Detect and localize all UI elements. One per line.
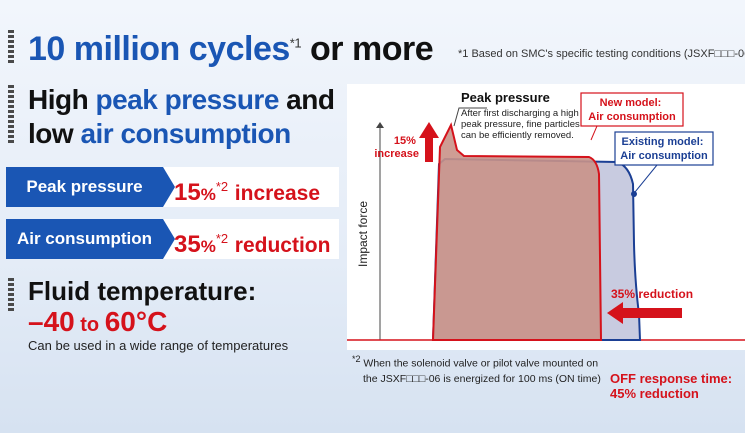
existing-model-pointer (634, 164, 658, 193)
existing-model-box (614, 131, 714, 166)
new-model-area (431, 122, 603, 341)
fluid-stripes (8, 278, 14, 313)
title-superscript: *1 (289, 35, 302, 51)
stat-word: increase (234, 182, 321, 205)
feature-heading: High peak pressure and low air consumpti… (28, 83, 335, 151)
peak-desc-line: can be efficiently removed. (461, 130, 574, 141)
fluid-temp-range: –40 to 60°C (28, 306, 167, 338)
chart-svg: Impact force Peak pressure After first d… (347, 90, 745, 365)
new-model-pointer (590, 125, 598, 141)
title-main: 10 million cycles (28, 30, 290, 68)
increase-label-line: 15% (394, 135, 416, 147)
title-stripes (8, 30, 14, 65)
page-title: 10 million cycles*1 or more (28, 30, 434, 69)
temp-max: 60 (104, 306, 136, 337)
reduction-arrow-head (607, 302, 623, 324)
feature-text: low (28, 118, 81, 149)
increase-label: 15% increase (374, 135, 419, 160)
temp-unit: °C (135, 306, 168, 337)
note2-sup: *2 (352, 354, 361, 364)
stat-value: 15%*2 increase (174, 167, 320, 215)
peak-callout-line (453, 107, 487, 127)
new-model-line: New model: (600, 97, 662, 109)
impact-force-chart: Impact force Peak pressure After first d… (347, 84, 745, 365)
y-axis-arrow (376, 122, 384, 128)
peak-pressure-desc: After first discharging a high peak pres… (461, 108, 582, 141)
stat-number: 35 (174, 231, 201, 258)
existing-model-line: Existing model: (622, 136, 704, 148)
feature-line-1: High peak pressure and (28, 83, 335, 117)
feature-line-2: low air consumption (28, 117, 334, 151)
note2-text: When the solenoid valve or pilot valve m… (360, 357, 599, 370)
stat-air-consumption: Air consumption 35%*2 reduction (6, 219, 339, 259)
fluid-temp-desc: Can be used in a wide range of temperatu… (28, 338, 289, 353)
stat-word: reduction (234, 234, 331, 257)
feature-highlight: air consumption (80, 118, 291, 149)
increase-arrow-head (419, 122, 439, 138)
new-model-label: New model: Air consumption (588, 97, 676, 123)
footnote-1: *1 Based on SMC's specific testing condi… (458, 48, 745, 60)
off-response-label: OFF response time: 45% reduction (610, 371, 732, 401)
off-line-2: 45% reduction (610, 386, 699, 401)
existing-model-label: Existing model: Air consumption (620, 136, 708, 162)
new-model-line: Air consumption (588, 111, 676, 123)
stat-label: Peak pressure (6, 167, 175, 207)
fluid-temp-title: Fluid temperature: (28, 276, 257, 306)
note2-line-1: *2 When the solenoid valve or pilot valv… (352, 352, 601, 372)
stat-unit: % (200, 185, 216, 204)
feature-stripes (8, 85, 14, 145)
stat-unit: % (200, 237, 216, 256)
stat-peak-pressure: Peak pressure 15%*2 increase (6, 167, 339, 207)
feature-highlight: peak pressure (95, 84, 280, 115)
peak-desc-line: After first discharging a high (461, 108, 579, 119)
title-tail: or more (310, 30, 434, 68)
stat-sup: *2 (215, 231, 229, 246)
temp-to: to (74, 314, 105, 336)
stat-number: 15 (174, 179, 201, 206)
peak-desc-line: peak pressure, fine particles (461, 119, 580, 130)
stat-value: 35%*2 reduction (174, 219, 330, 267)
new-model-box (580, 92, 684, 127)
off-line-1: OFF response time: (610, 371, 733, 386)
temp-min: –40 (28, 306, 75, 337)
increase-arrow-shaft (425, 136, 433, 162)
peak-pressure-title: Peak pressure (461, 90, 550, 105)
footnote-2: *2 When the solenoid valve or pilot valv… (352, 352, 601, 387)
stat-sup: *2 (215, 179, 229, 194)
reduction-arrow-shaft (622, 308, 682, 318)
increase-label-line: increase (374, 148, 419, 160)
reduction-label: 35% reduction (611, 287, 693, 301)
stat-label: Air consumption (6, 219, 175, 259)
existing-model-dot (631, 191, 637, 197)
feature-text: High (28, 84, 96, 115)
note2-line-2: the JSXF□□□-06 is energized for 100 ms (… (363, 372, 601, 385)
y-axis-label: Impact force (356, 201, 370, 267)
feature-text: and (278, 84, 335, 115)
existing-model-line: Air consumption (620, 150, 708, 162)
